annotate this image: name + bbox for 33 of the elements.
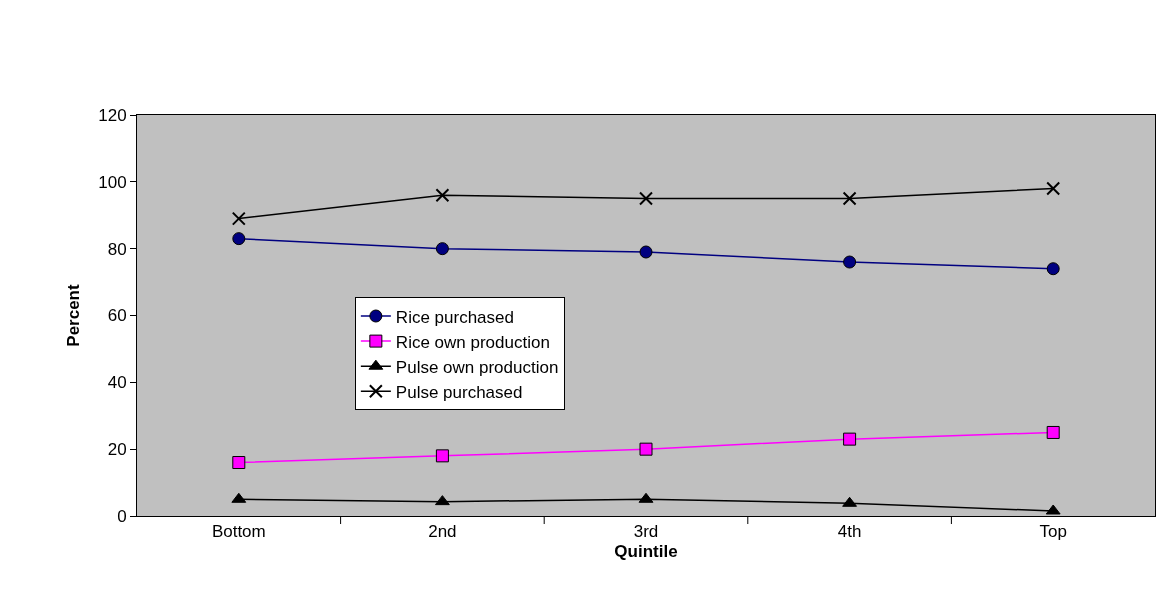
point [842, 191, 857, 206]
point [639, 191, 653, 206]
point [435, 188, 450, 203]
point [639, 245, 653, 259]
y-tick-label: 80 [107, 239, 127, 259]
x-tick-label: 3rd [633, 522, 659, 542]
y-tick-label: 60 [107, 306, 127, 326]
point [843, 432, 857, 446]
y-tick-label: 120 [98, 105, 127, 125]
x-tick-label: 2nd [428, 522, 457, 542]
point [639, 442, 653, 456]
point [232, 456, 246, 470]
point [232, 232, 246, 246]
y-tick-label: 40 [107, 373, 127, 393]
y-tick-label: 20 [107, 440, 127, 460]
legend-label: Pulse purchased [395, 382, 523, 402]
y-axis-title: Percent [63, 283, 83, 347]
point [1046, 262, 1060, 276]
legend-label: Rice purchased [395, 307, 514, 327]
x-tick-label: Bottom [211, 522, 266, 542]
x-tick-label: Top [1039, 522, 1067, 542]
point [1046, 425, 1060, 439]
x-axis-title: Quintile [614, 541, 678, 561]
point [435, 242, 449, 256]
legend-label: Rice own production [395, 332, 550, 352]
point [231, 211, 246, 226]
legend-label: Pulse own production [395, 357, 559, 377]
y-tick-label: 0 [117, 506, 127, 526]
point [1046, 181, 1061, 196]
point [435, 449, 449, 463]
x-tick-label: 4th [837, 522, 862, 542]
y-tick-label: 100 [98, 172, 127, 192]
point [843, 255, 857, 269]
